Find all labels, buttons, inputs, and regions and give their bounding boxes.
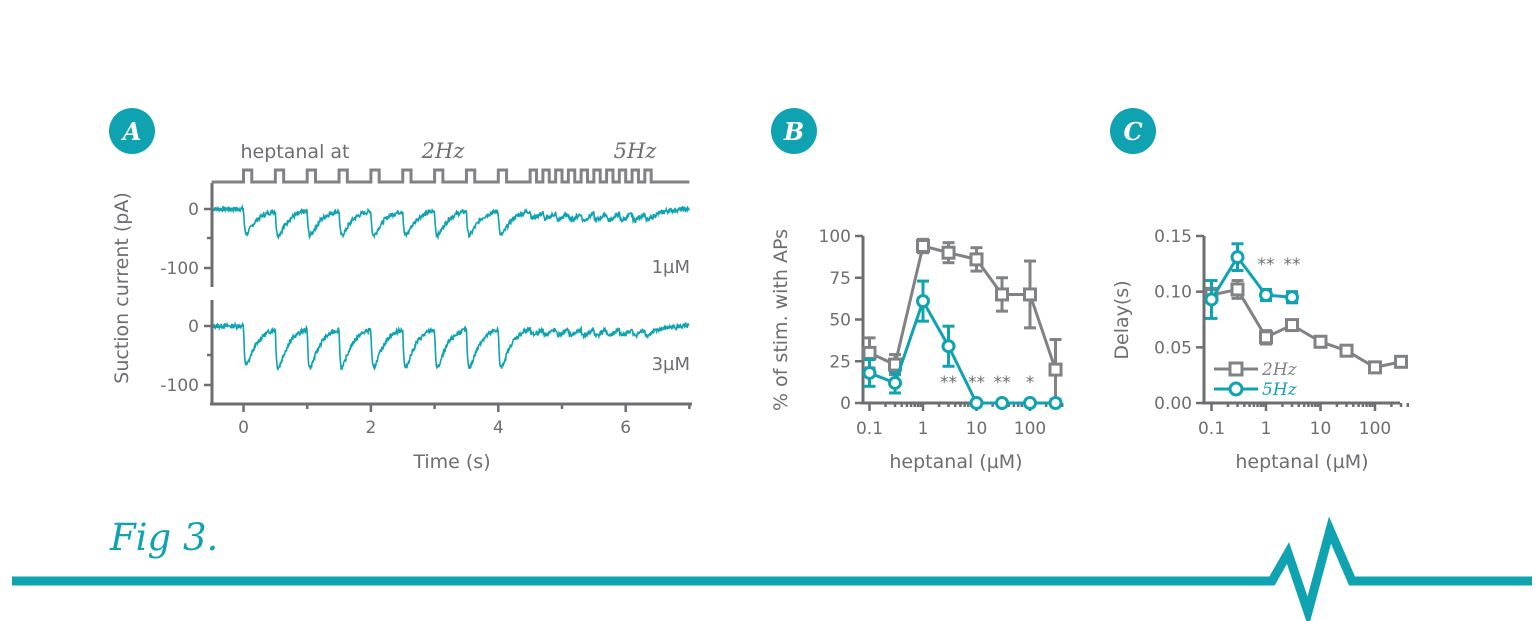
legend-5hz-marker: [1228, 381, 1244, 397]
panel-c-x-label: heptanal (µM): [1235, 451, 1368, 473]
panel-a-badge-letter: A: [121, 117, 142, 146]
data-point-circle: [941, 339, 956, 354]
significance-annotation: *: [1026, 373, 1035, 393]
xtick-label: 10: [1310, 419, 1332, 439]
ytick-label: 75: [829, 269, 851, 289]
panel-b-plot-area: ** ** ** *: [862, 237, 1063, 410]
significance-annotation: **: [968, 373, 985, 393]
data-point-circle: [995, 396, 1010, 410]
panel-b-x-label: heptanal (µM): [889, 451, 1022, 473]
data-point-square: [941, 245, 956, 260]
xtick-label: 0.1: [1198, 419, 1225, 439]
trace-1um: [211, 203, 690, 241]
panel-a-xtick-label: 0: [238, 418, 249, 438]
data-point-square: [1048, 362, 1063, 377]
data-point-circle: [1023, 396, 1037, 410]
series-line: [868, 244, 1057, 371]
ytick-label: 0.15: [1154, 227, 1192, 247]
panel-a-ytick-label: 0: [188, 200, 199, 220]
xtick-label: 1: [918, 419, 929, 439]
panel-a-ytick-label: -100: [160, 259, 199, 279]
legend-2hz-label: 2Hz: [1261, 360, 1298, 380]
panel-b-badge-letter: B: [783, 117, 804, 146]
xtick-label: 100: [1359, 419, 1391, 439]
xtick-label: 100: [1014, 419, 1046, 439]
panel-a-ytick-label: 0: [188, 317, 199, 337]
ytick-label: 25: [829, 352, 851, 372]
panel-a-xtick-label: 4: [493, 418, 504, 438]
data-point-circle: [862, 365, 877, 380]
data-point-square: [1313, 334, 1328, 349]
panel-c-ticks: 0.00 0.05 0.10 0.15 0.1 1 10 100: [1154, 227, 1410, 439]
stimulus-label: heptanal at: [241, 141, 350, 163]
data-point-circle: [1204, 292, 1219, 307]
stimulus-protocol-line: [211, 168, 690, 184]
heartbeat-footer-line: [12, 516, 1532, 621]
data-point-square: [969, 252, 984, 267]
data-point-square: [1368, 360, 1382, 375]
data-point-square: [1285, 318, 1300, 333]
freq-2hz-label: 2Hz: [421, 139, 466, 163]
panel-c-legend: 2Hz 5Hz: [1214, 360, 1298, 400]
trace-3um-label: 3µM: [652, 354, 690, 375]
legend-5hz-label: 5Hz: [1262, 380, 1298, 400]
panel-a-x-label: Time (s): [412, 451, 490, 473]
data-point-circle: [1285, 290, 1300, 305]
ytick-label: 0.10: [1154, 283, 1192, 303]
panel-a-xtick-label: 2: [365, 418, 376, 438]
data-point-circle: [1259, 288, 1273, 303]
panel-a-xtick-label: 6: [620, 418, 631, 438]
panel-a-x-ticks: 0 2 4 6: [238, 404, 691, 438]
ytick-label: 0.05: [1154, 338, 1192, 358]
freq-5hz-label: 5Hz: [614, 139, 658, 163]
data-point-circle: [916, 294, 930, 309]
data-point-square: [1339, 343, 1354, 358]
data-point-square: [1259, 330, 1273, 345]
data-point-square: [995, 287, 1010, 302]
significance-annotation: **: [940, 373, 957, 393]
significance-annotation: **: [1284, 255, 1301, 275]
series-line: [1211, 287, 1402, 369]
data-point-square: [862, 345, 877, 360]
data-point-square: [1394, 354, 1409, 369]
data-point-square: [1230, 282, 1245, 297]
panel-c-badge-letter: C: [1123, 117, 1142, 146]
trace-3um: [211, 320, 690, 372]
panel-a-badge: [109, 108, 155, 154]
panel-c-plot-area: ** **: [1204, 242, 1409, 375]
data-point-circle: [888, 375, 903, 390]
data-point-circle: [1230, 250, 1245, 265]
figure-label: Fig 3.: [109, 516, 218, 559]
ytick-label: 50: [829, 311, 851, 331]
panel-a-ytick-label: -100: [160, 376, 199, 396]
significance-annotation: **: [994, 373, 1011, 393]
ytick-label: 0: [840, 394, 851, 414]
ytick-label: 0.00: [1154, 394, 1192, 414]
xtick-label: 10: [966, 419, 988, 439]
panel-c-y-label: Delay(s): [1111, 280, 1133, 359]
trace-1um-label: 1µM: [652, 257, 690, 278]
panel-a-y-label: Suction current (pA): [111, 192, 133, 383]
panel-a: A heptanal at 2Hz 5Hz 0 -100 0 -100 0 2 4 6…: [109, 108, 692, 473]
xtick-label: 1: [1261, 419, 1272, 439]
data-point-circle: [1048, 396, 1063, 410]
data-point-square: [916, 239, 930, 254]
data-point-square: [1023, 287, 1037, 302]
xtick-label: 0.1: [856, 419, 883, 439]
series-line: [1210, 254, 1293, 301]
panel-b-y-label: % of stim. with APs: [770, 229, 792, 411]
panel-c-badge: [1110, 108, 1156, 154]
panel-c: C 0.00 0.05 0.10 0.15 0.1 1 10 100 ** ** Delay(s…: [1110, 108, 1410, 473]
ytick-label: 100: [819, 227, 851, 247]
legend-2hz-marker: [1228, 361, 1244, 377]
data-point-circle: [969, 396, 984, 410]
significance-annotation: **: [1258, 255, 1275, 275]
panel-b-badge: [771, 108, 817, 154]
